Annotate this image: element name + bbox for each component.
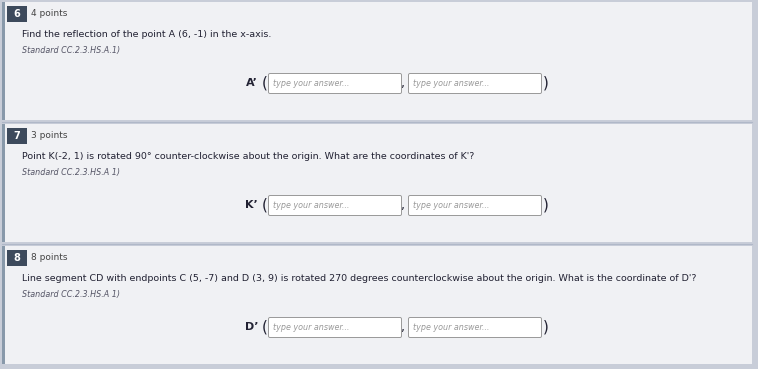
- Text: type your answer...: type your answer...: [273, 323, 349, 332]
- Text: 8 points: 8 points: [31, 254, 67, 262]
- Bar: [7, 250, 27, 266]
- Text: 6: 6: [14, 9, 20, 19]
- Text: (: (: [262, 197, 268, 213]
- Bar: [2, 124, 752, 242]
- Bar: [2, 124, 5, 242]
- FancyBboxPatch shape: [409, 196, 541, 215]
- FancyBboxPatch shape: [268, 73, 402, 93]
- Bar: [7, 6, 27, 22]
- Text: A’: A’: [246, 78, 258, 88]
- Text: type your answer...: type your answer...: [273, 201, 349, 210]
- Text: ,: ,: [401, 76, 405, 90]
- Bar: [2, 2, 5, 120]
- Text: type your answer...: type your answer...: [273, 79, 349, 88]
- Text: ,: ,: [401, 199, 405, 211]
- FancyBboxPatch shape: [268, 317, 402, 338]
- Text: (: (: [262, 320, 268, 335]
- Text: Standard CC.2.3.HS.A 1): Standard CC.2.3.HS.A 1): [22, 168, 120, 177]
- FancyBboxPatch shape: [268, 196, 402, 215]
- Text: (: (: [262, 76, 268, 90]
- Text: type your answer...: type your answer...: [413, 323, 490, 332]
- Text: Point K(-2, 1) is rotated 90° counter-clockwise about the origin. What are the c: Point K(-2, 1) is rotated 90° counter-cl…: [22, 152, 475, 161]
- Text: D’: D’: [245, 322, 258, 332]
- Text: type your answer...: type your answer...: [413, 79, 490, 88]
- Text: Standard CC.2.3.HS.A 1): Standard CC.2.3.HS.A 1): [22, 290, 120, 299]
- Text: type your answer...: type your answer...: [413, 201, 490, 210]
- Text: ,: ,: [401, 321, 405, 334]
- Text: ): ): [543, 197, 549, 213]
- Bar: [2, 246, 5, 364]
- Text: ): ): [543, 320, 549, 335]
- Text: Standard CC.2.3.HS.A.1): Standard CC.2.3.HS.A.1): [22, 46, 120, 55]
- Text: 3 points: 3 points: [31, 131, 67, 141]
- Text: 4 points: 4 points: [31, 10, 67, 18]
- Text: ): ): [543, 76, 549, 90]
- Text: Line segment CD with endpoints C (5, -7) and D (3, 9) is rotated 270 degrees cou: Line segment CD with endpoints C (5, -7)…: [22, 274, 697, 283]
- Bar: [7, 128, 27, 144]
- Text: K’: K’: [246, 200, 258, 210]
- Text: 8: 8: [14, 253, 20, 263]
- FancyBboxPatch shape: [409, 73, 541, 93]
- FancyBboxPatch shape: [409, 317, 541, 338]
- Bar: [2, 2, 752, 120]
- Bar: [2, 246, 752, 364]
- Text: Find the reflection of the point A (6, -1) in the x-axis.: Find the reflection of the point A (6, -…: [22, 30, 271, 39]
- Text: 7: 7: [14, 131, 20, 141]
